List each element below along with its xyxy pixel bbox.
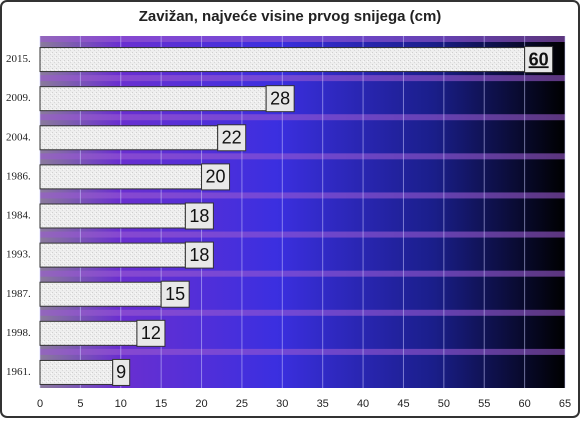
chart-title: Zavižan, najveće visine prvog snijega (c… [139, 8, 442, 25]
value-label-box [160, 280, 190, 308]
x-tick-label: 65 [559, 398, 571, 410]
row-strip [40, 192, 565, 199]
value-label: 9 [116, 362, 126, 382]
row-strip [40, 36, 565, 42]
row-strip [40, 75, 565, 82]
value-label-box [136, 319, 166, 347]
x-tick-label: 45 [397, 398, 409, 410]
value-label: 22 [222, 128, 242, 148]
x-tick-label: 15 [155, 398, 167, 410]
y-tick-label: 1986. [6, 170, 31, 182]
y-tick-label: 2009. [6, 92, 31, 104]
bar [39, 164, 203, 190]
value-label-box [524, 46, 554, 74]
x-tick-label: 50 [438, 398, 450, 410]
value-label-box [265, 85, 295, 113]
x-tick-label: 40 [357, 398, 369, 410]
value-label: 28 [270, 88, 290, 108]
x-tick-label: 0 [37, 398, 43, 410]
x-tick-label: 30 [276, 398, 288, 410]
y-tick-label: 2015. [6, 53, 31, 65]
bar [39, 359, 114, 385]
row-strip [40, 153, 565, 160]
value-label: 20 [206, 167, 226, 187]
bar [39, 47, 526, 73]
y-tick-label: 1998. [6, 327, 31, 339]
y-tick-label: 2004. [6, 131, 31, 143]
y-tick-label: 1993. [6, 249, 31, 261]
y-tick-label: 1987. [6, 288, 31, 300]
value-label-box [201, 163, 231, 191]
x-tick-label: 35 [317, 398, 329, 410]
value-label: 18 [189, 245, 209, 265]
row-strip [40, 270, 565, 277]
row-strip [40, 114, 565, 121]
bar [39, 320, 138, 346]
row-strip [40, 309, 565, 316]
bar [39, 281, 162, 307]
x-tick-label: 55 [478, 398, 490, 410]
value-label-box [184, 241, 214, 269]
bar [39, 203, 186, 229]
value-label-box [217, 124, 247, 152]
row-strip [40, 348, 565, 355]
bar [39, 86, 267, 112]
x-tick-label: 25 [236, 398, 248, 410]
x-tick-label: 5 [77, 398, 83, 410]
value-label-box [184, 202, 214, 230]
bar [39, 242, 186, 268]
x-tick-label: 60 [518, 398, 530, 410]
y-tick-label: 1984. [6, 210, 31, 222]
x-tick-label: 20 [195, 398, 207, 410]
x-tick-label: 10 [115, 398, 127, 410]
value-label: 60 [529, 49, 549, 69]
bar [39, 125, 219, 151]
row-strip [40, 231, 565, 238]
y-tick-label: 1961. [6, 366, 31, 378]
value-label: 18 [189, 206, 209, 226]
value-label: 15 [165, 284, 185, 304]
value-label-box [112, 358, 131, 386]
value-label: 12 [141, 323, 161, 343]
